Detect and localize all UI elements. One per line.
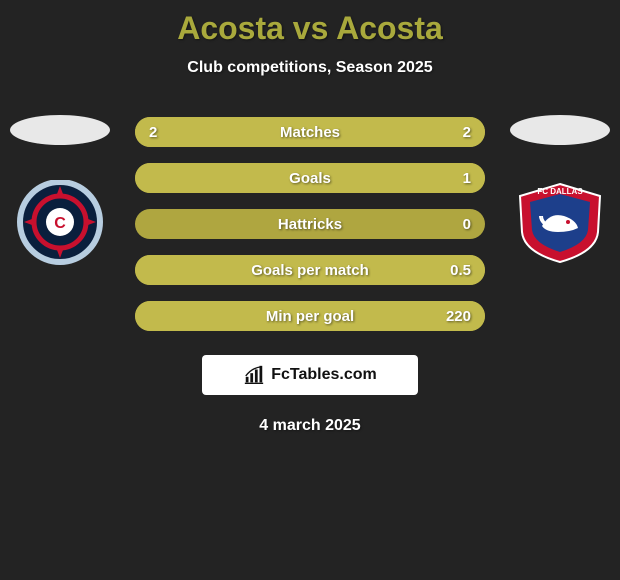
stat-bar: 220Min per goal [135,301,485,331]
stat-bar-label: Min per goal [135,301,485,331]
svg-text:FC DALLAS: FC DALLAS [537,187,583,196]
right-player-column: FC DALLAS [500,107,620,265]
stat-bar-label: Goals per match [135,255,485,285]
stat-bar: 0Hattricks [135,209,485,239]
left-player-oval [10,115,110,145]
stat-bar: 1Goals [135,163,485,193]
right-player-oval [510,115,610,145]
left-player-column: C [0,107,120,265]
stat-bar-label: Hattricks [135,209,485,239]
chicago-fire-icon: C [10,180,110,265]
left-club-badge: C [10,180,110,265]
stat-bar-label: Matches [135,117,485,147]
fc-dallas-icon: FC DALLAS [510,180,610,265]
stat-bars: 22Matches 1Goals 0Hattricks 0.5Goals per ma… [135,107,485,331]
svg-text:C: C [54,215,66,232]
right-club-badge: FC DALLAS [510,180,610,265]
stat-bar: 22Matches [135,117,485,147]
stat-bar-label: Goals [135,163,485,193]
comparison-content: C FC DALLAS 22Matches1 [0,107,620,331]
stat-bar: 0.5Goals per match [135,255,485,285]
